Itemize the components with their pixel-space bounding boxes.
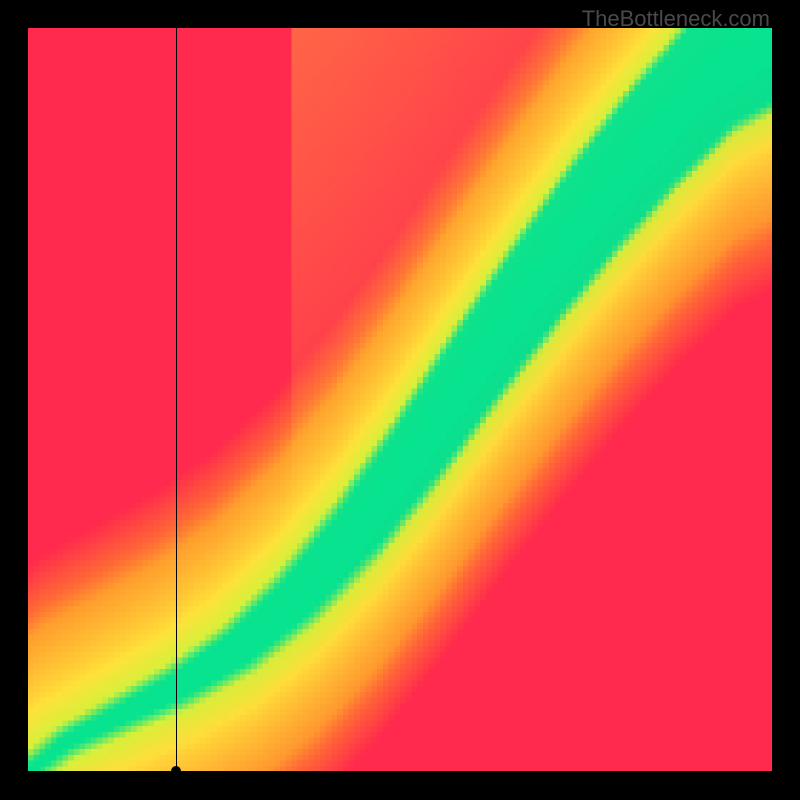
heatmap-canvas [28, 28, 772, 772]
crosshair-horizontal [28, 771, 772, 772]
chart-container: TheBottleneck.com [0, 0, 800, 800]
crosshair-marker [171, 766, 181, 776]
plot-area [28, 28, 772, 772]
crosshair-vertical [176, 28, 177, 772]
watermark-text: TheBottleneck.com [582, 6, 770, 32]
